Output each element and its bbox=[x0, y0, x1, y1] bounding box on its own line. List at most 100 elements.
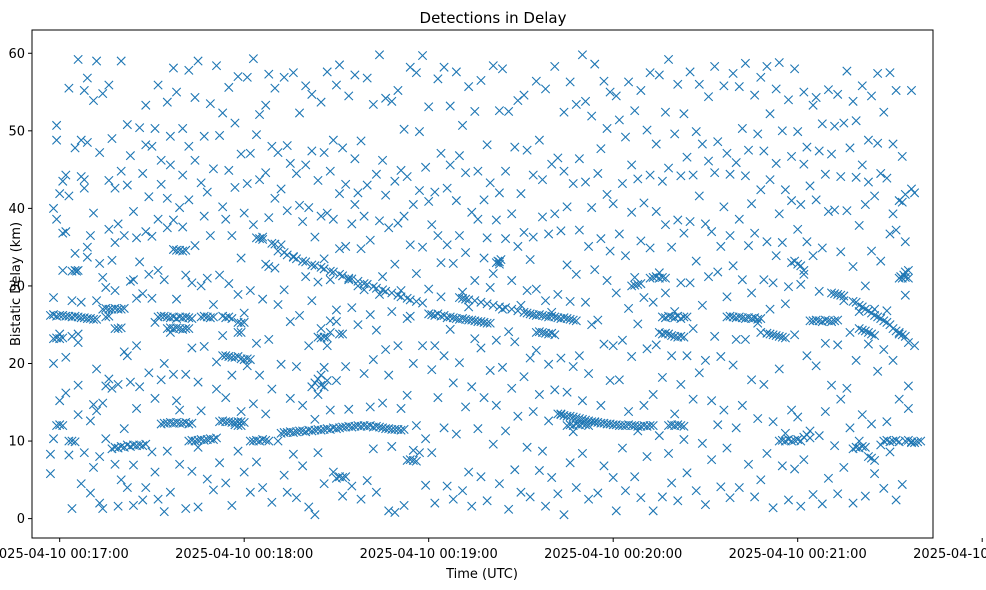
data-point bbox=[433, 393, 443, 403]
data-point bbox=[224, 312, 234, 322]
data-point bbox=[531, 76, 541, 86]
data-point bbox=[337, 143, 348, 153]
data-point bbox=[639, 198, 649, 208]
data-point bbox=[147, 293, 157, 303]
data-point bbox=[128, 460, 139, 470]
data-point bbox=[799, 159, 809, 169]
data-point bbox=[110, 237, 120, 248]
data-point bbox=[663, 311, 674, 321]
data-point bbox=[424, 102, 434, 112]
data-point bbox=[620, 132, 631, 142]
data-point bbox=[82, 137, 92, 148]
data-point bbox=[485, 282, 495, 293]
data-point bbox=[676, 171, 686, 181]
data-point bbox=[464, 467, 474, 477]
data-point bbox=[673, 496, 683, 506]
data-point bbox=[116, 323, 126, 333]
data-point bbox=[836, 247, 846, 257]
data-point bbox=[833, 489, 843, 499]
data-point bbox=[442, 240, 452, 250]
data-point bbox=[457, 313, 468, 324]
chart-title: Detections in Delay bbox=[420, 9, 567, 27]
data-point bbox=[879, 483, 889, 493]
data-point bbox=[479, 393, 489, 403]
data-point bbox=[494, 257, 505, 267]
data-point bbox=[587, 111, 597, 121]
data-point bbox=[906, 438, 917, 448]
data-point bbox=[820, 169, 830, 179]
data-point bbox=[750, 492, 760, 502]
data-point bbox=[488, 268, 498, 279]
data-point bbox=[264, 213, 274, 223]
data-point bbox=[288, 68, 298, 78]
data-point bbox=[301, 160, 311, 170]
data-point bbox=[670, 306, 680, 317]
data-point bbox=[636, 236, 646, 246]
x-tick-label: 2025-04-10 00:18:00 bbox=[175, 547, 313, 562]
data-point bbox=[374, 216, 385, 226]
y-tick-label: 40 bbox=[8, 202, 25, 217]
data-point bbox=[301, 257, 311, 267]
data-point bbox=[562, 313, 572, 324]
data-point bbox=[328, 214, 338, 224]
data-point bbox=[313, 175, 323, 186]
data-point bbox=[116, 441, 126, 452]
data-point bbox=[722, 148, 732, 158]
data-point bbox=[421, 480, 431, 490]
data-point bbox=[448, 494, 458, 504]
data-point bbox=[362, 73, 372, 83]
data-point bbox=[805, 426, 815, 436]
data-point bbox=[396, 425, 406, 435]
x-axis-label: Time (UTC) bbox=[445, 567, 518, 582]
data-point bbox=[710, 168, 720, 178]
data-point bbox=[596, 144, 606, 154]
data-point bbox=[743, 145, 754, 155]
data-point bbox=[233, 71, 243, 82]
data-point bbox=[839, 118, 849, 128]
data-point bbox=[91, 296, 102, 306]
data-point bbox=[805, 316, 815, 326]
data-point bbox=[534, 310, 544, 320]
data-point bbox=[184, 419, 194, 429]
data-point bbox=[756, 185, 766, 195]
data-point bbox=[777, 461, 787, 471]
data-point bbox=[577, 419, 588, 429]
data-point bbox=[307, 426, 317, 436]
data-point bbox=[571, 482, 581, 493]
data-point bbox=[765, 109, 775, 119]
data-point bbox=[734, 312, 744, 322]
data-point bbox=[645, 420, 655, 431]
data-point bbox=[276, 240, 286, 250]
data-point bbox=[860, 491, 870, 501]
data-point bbox=[473, 166, 483, 176]
data-point bbox=[765, 329, 775, 339]
data-point bbox=[759, 379, 769, 390]
data-point bbox=[276, 359, 286, 369]
data-point bbox=[153, 265, 163, 276]
data-point bbox=[909, 341, 920, 351]
data-point bbox=[842, 383, 852, 393]
data-point bbox=[436, 148, 446, 158]
data-point bbox=[405, 311, 415, 321]
data-point bbox=[55, 420, 65, 430]
data-point bbox=[743, 459, 754, 469]
data-point bbox=[759, 275, 769, 285]
data-point bbox=[476, 317, 486, 327]
data-point bbox=[500, 234, 511, 244]
x-tick-label: 2025-04-10 00:22:00 bbox=[913, 547, 986, 562]
data-point bbox=[602, 123, 612, 134]
data-point bbox=[866, 329, 877, 339]
data-point bbox=[254, 370, 265, 380]
data-point bbox=[304, 502, 314, 512]
data-point bbox=[424, 196, 434, 206]
data-point bbox=[171, 294, 182, 304]
data-point bbox=[267, 238, 277, 248]
data-point bbox=[842, 66, 852, 76]
data-point bbox=[359, 211, 369, 221]
data-point bbox=[550, 209, 560, 219]
data-point bbox=[270, 263, 280, 273]
data-point bbox=[417, 341, 428, 351]
data-point bbox=[891, 225, 901, 235]
data-point bbox=[793, 224, 803, 234]
data-point bbox=[353, 281, 363, 291]
